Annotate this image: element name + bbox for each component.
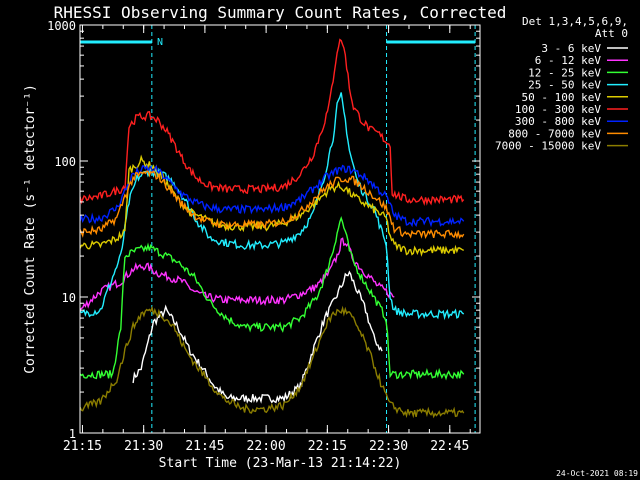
y-tick-label-3: 1000	[47, 19, 76, 33]
series-line-0	[132, 270, 383, 404]
legend-header-0: Det 1,3,4,5,6,9,	[522, 15, 628, 28]
chart-title: RHESSI Observing Summary Count Rates, Co…	[54, 3, 507, 22]
x-axis-label: Start Time (23-Mar-13 21:14:22)	[159, 456, 402, 471]
series-line-5	[80, 38, 465, 207]
legend-label-3: 25 - 50 keV	[528, 79, 601, 92]
x-tick-label-1: 21:30	[124, 439, 163, 454]
x-tick-label-5: 22:30	[369, 439, 408, 454]
legend-label-0: 3 - 6 keV	[541, 42, 601, 55]
series-lines	[80, 38, 465, 419]
x-tick-label-3: 22:00	[247, 439, 286, 454]
legend-label-4: 50 - 100 keV	[522, 91, 602, 104]
series-line-6	[80, 164, 465, 228]
x-tick-label-6: 22:45	[430, 439, 469, 454]
x-tick-label-2: 21:45	[185, 439, 224, 454]
legend-label-6: 300 - 800 keV	[515, 115, 601, 128]
y-tick-label-0: 1	[69, 427, 76, 441]
footer-date: 24-Oct-2021 08:19	[556, 469, 638, 478]
series-line-2	[80, 215, 465, 381]
vertical-markers	[80, 25, 476, 433]
series-line-8	[80, 305, 465, 419]
legend-header-1: Att 0	[595, 27, 628, 40]
legend-label-8: 7000 - 15000 keV	[495, 140, 601, 153]
series-line-1	[80, 237, 395, 311]
legend-label-1: 6 - 12 keV	[535, 54, 602, 67]
y-axis-label: Corrected Count Rate (s⁻¹ detector⁻¹)	[23, 84, 38, 374]
plot-frame	[79, 24, 481, 434]
series-line-7	[80, 170, 465, 240]
legend-label-2: 12 - 25 keV	[528, 66, 601, 79]
x-tick-label-0: 21:15	[63, 439, 102, 454]
legend-label-5: 100 - 300 keV	[515, 103, 601, 116]
y-tick-label-1: 10	[62, 291, 76, 305]
x-tick-label-4: 22:15	[308, 439, 347, 454]
y-tick-label-2: 100	[54, 155, 76, 169]
y-axis: 1 10 100 1000	[47, 19, 480, 441]
legend-label-7: 800 - 7000 keV	[508, 127, 601, 140]
x-axis: 21:15 21:30 21:45 22:00 22:15 22:30 22:45	[63, 25, 471, 454]
night-marker: N	[157, 37, 163, 48]
